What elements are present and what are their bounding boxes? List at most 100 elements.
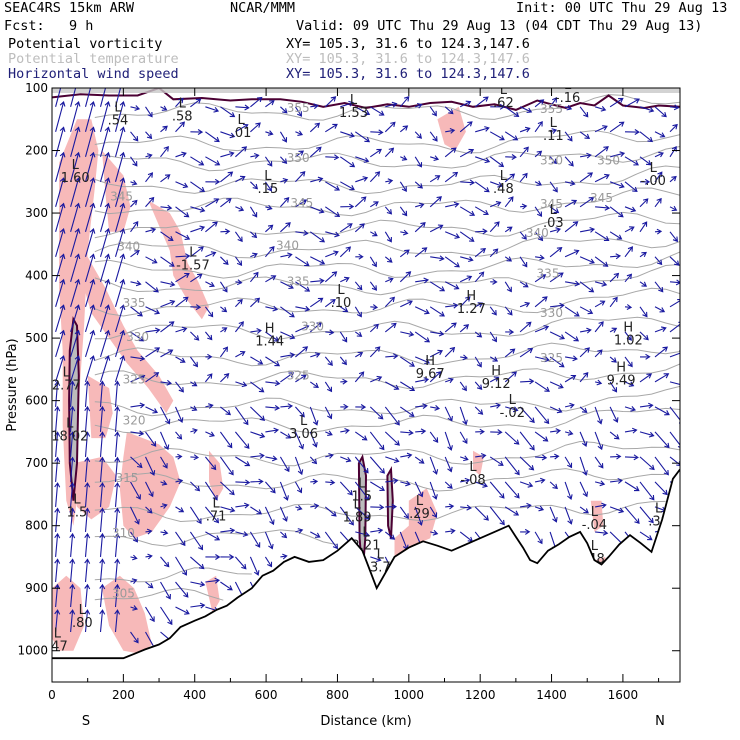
wind-vector <box>324 271 338 283</box>
wind-vector <box>249 531 261 548</box>
wind-vector <box>340 131 355 138</box>
wind-vector <box>250 231 258 239</box>
wind-vector <box>490 278 498 285</box>
wind-vector <box>414 181 423 189</box>
wind-vector <box>475 481 488 488</box>
pv-region <box>84 250 174 414</box>
wind-vector <box>504 456 520 476</box>
wind-vector <box>639 131 654 143</box>
wind-vector <box>220 527 236 534</box>
wind-vector <box>69 609 76 633</box>
wind-vector <box>639 306 648 318</box>
theta-label: 330 <box>301 320 324 334</box>
wind-vector <box>159 431 170 451</box>
wind-vector <box>594 300 606 308</box>
wind-vector <box>639 178 651 185</box>
wind-vector <box>84 609 91 633</box>
terrain-mask <box>52 469 680 682</box>
wind-vector <box>99 100 111 132</box>
wind-vector <box>234 256 243 267</box>
wind-vector <box>384 206 393 215</box>
wind-vector <box>279 456 290 473</box>
wind-vector <box>339 223 353 233</box>
x-tick-label: 800 <box>326 688 349 702</box>
wind-vector <box>55 151 66 182</box>
wind-vector <box>370 106 385 116</box>
wind-vector <box>280 553 288 560</box>
wind-vector <box>190 381 198 387</box>
wind-vector <box>145 153 153 159</box>
theta-label: 340 <box>276 238 299 252</box>
wind-vector <box>594 231 610 241</box>
wind-vector <box>219 281 228 293</box>
wind-vector <box>160 606 173 626</box>
wind-vector <box>594 256 609 267</box>
wind-vector <box>295 504 303 511</box>
wind-vector <box>130 331 145 342</box>
wind-vector <box>190 428 198 434</box>
wind-vector <box>309 381 319 389</box>
x-tick-label: 0 <box>48 688 56 702</box>
wind-vector <box>429 456 439 475</box>
wind-vector <box>579 281 595 293</box>
wind-vector <box>310 278 325 284</box>
wind-vector <box>399 206 408 217</box>
wind-vector <box>160 503 168 509</box>
wind-vector <box>145 581 154 589</box>
wind-vector <box>250 297 261 308</box>
wind-vector <box>624 406 636 412</box>
wind-vector <box>370 527 384 534</box>
wind-vector <box>99 278 111 307</box>
wind-vector <box>295 324 310 333</box>
wind-vector <box>520 502 532 509</box>
plot-frame <box>51 87 681 683</box>
wind-vector <box>99 507 106 532</box>
wind-vector <box>519 231 527 240</box>
wind-vector <box>130 220 139 233</box>
wind-vector <box>84 88 92 107</box>
extremum-value: .48 <box>493 182 514 197</box>
wind-vector <box>669 406 680 424</box>
wind-vector <box>534 150 543 158</box>
wind-vector <box>429 106 437 117</box>
wind-vector <box>609 121 625 133</box>
wind-vector <box>489 248 499 258</box>
theta-contour <box>94 500 666 523</box>
wind-vector <box>280 372 295 383</box>
wind-vector <box>549 381 564 389</box>
wind-vector <box>504 173 516 183</box>
extremum-value: 1.60 <box>61 171 90 186</box>
wind-vector <box>609 206 624 218</box>
wind-vector <box>579 456 588 476</box>
wind-vector <box>70 202 81 232</box>
wind-vector <box>489 221 500 233</box>
extremum-type: H <box>623 320 633 335</box>
wind-vector <box>624 304 633 310</box>
y-tick-label: 200 <box>25 144 48 158</box>
wind-vector <box>594 480 606 487</box>
wind-vector <box>250 96 263 108</box>
wind-vector <box>234 298 243 308</box>
wind-vector <box>504 196 514 208</box>
wind-vector <box>205 281 215 288</box>
wind-vector <box>264 181 272 192</box>
wind-vector <box>504 306 513 316</box>
wind-vector <box>474 181 490 193</box>
wind-vector <box>654 281 664 293</box>
theta-contour <box>94 187 680 217</box>
wind-vector <box>55 355 66 383</box>
wind-vector <box>324 298 336 308</box>
wind-vector <box>130 554 138 561</box>
wind-vector <box>99 609 106 633</box>
extremum-value: 1.44 <box>255 335 284 350</box>
wind-vector <box>639 221 648 233</box>
wind-vector <box>190 481 201 492</box>
wind-vector <box>639 373 653 383</box>
wind-vector <box>160 281 176 288</box>
wind-vector <box>519 172 528 183</box>
wind-vector <box>99 532 106 557</box>
wind-vector <box>429 431 439 443</box>
extremum-type: H <box>265 322 275 337</box>
wind-vector <box>145 456 156 476</box>
theta-label: 350 <box>287 151 310 165</box>
